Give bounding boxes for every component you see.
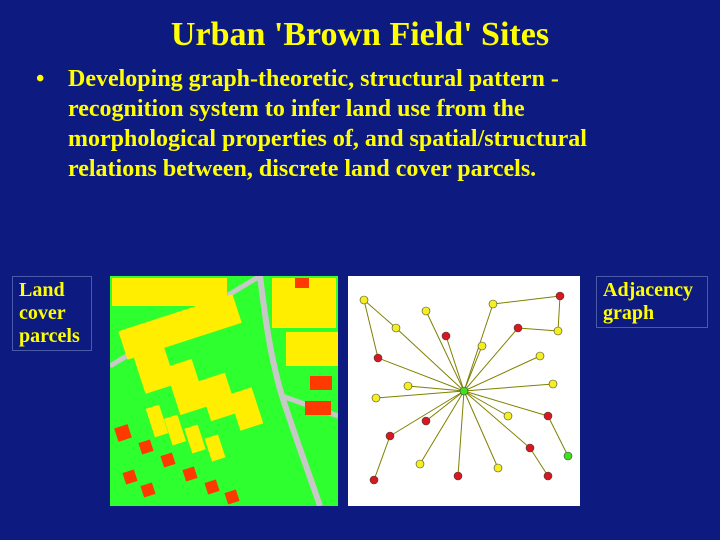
- right-caption-box: Adjacency graph: [596, 276, 708, 328]
- land-cover-map: [110, 276, 338, 506]
- left-caption-box: Land cover parcels: [12, 276, 92, 351]
- bullet-text: Developing graph-theoretic, structural p…: [68, 64, 668, 184]
- bullet-marker: •: [36, 64, 62, 94]
- bullet-block: • Developing graph-theoretic, structural…: [0, 64, 720, 184]
- slide-title: Urban 'Brown Field' Sites: [0, 0, 720, 64]
- adjacency-graph: [348, 276, 580, 506]
